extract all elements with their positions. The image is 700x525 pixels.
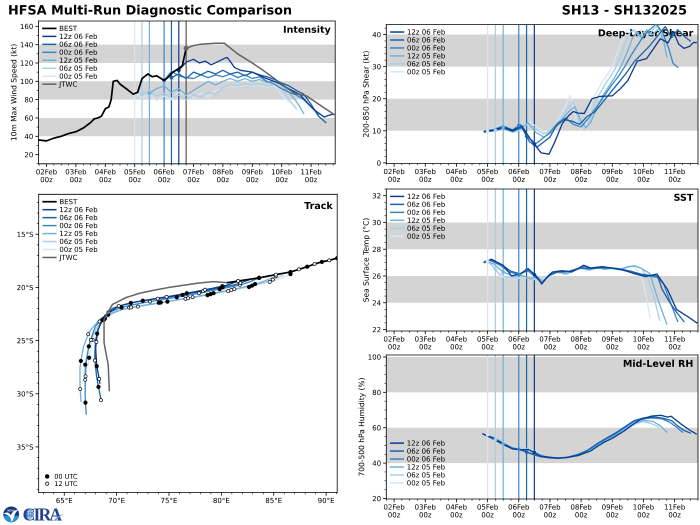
- svg-text:NOAA: NOAA: [7, 509, 15, 513]
- svg-text:CIRA: CIRA: [23, 505, 63, 525]
